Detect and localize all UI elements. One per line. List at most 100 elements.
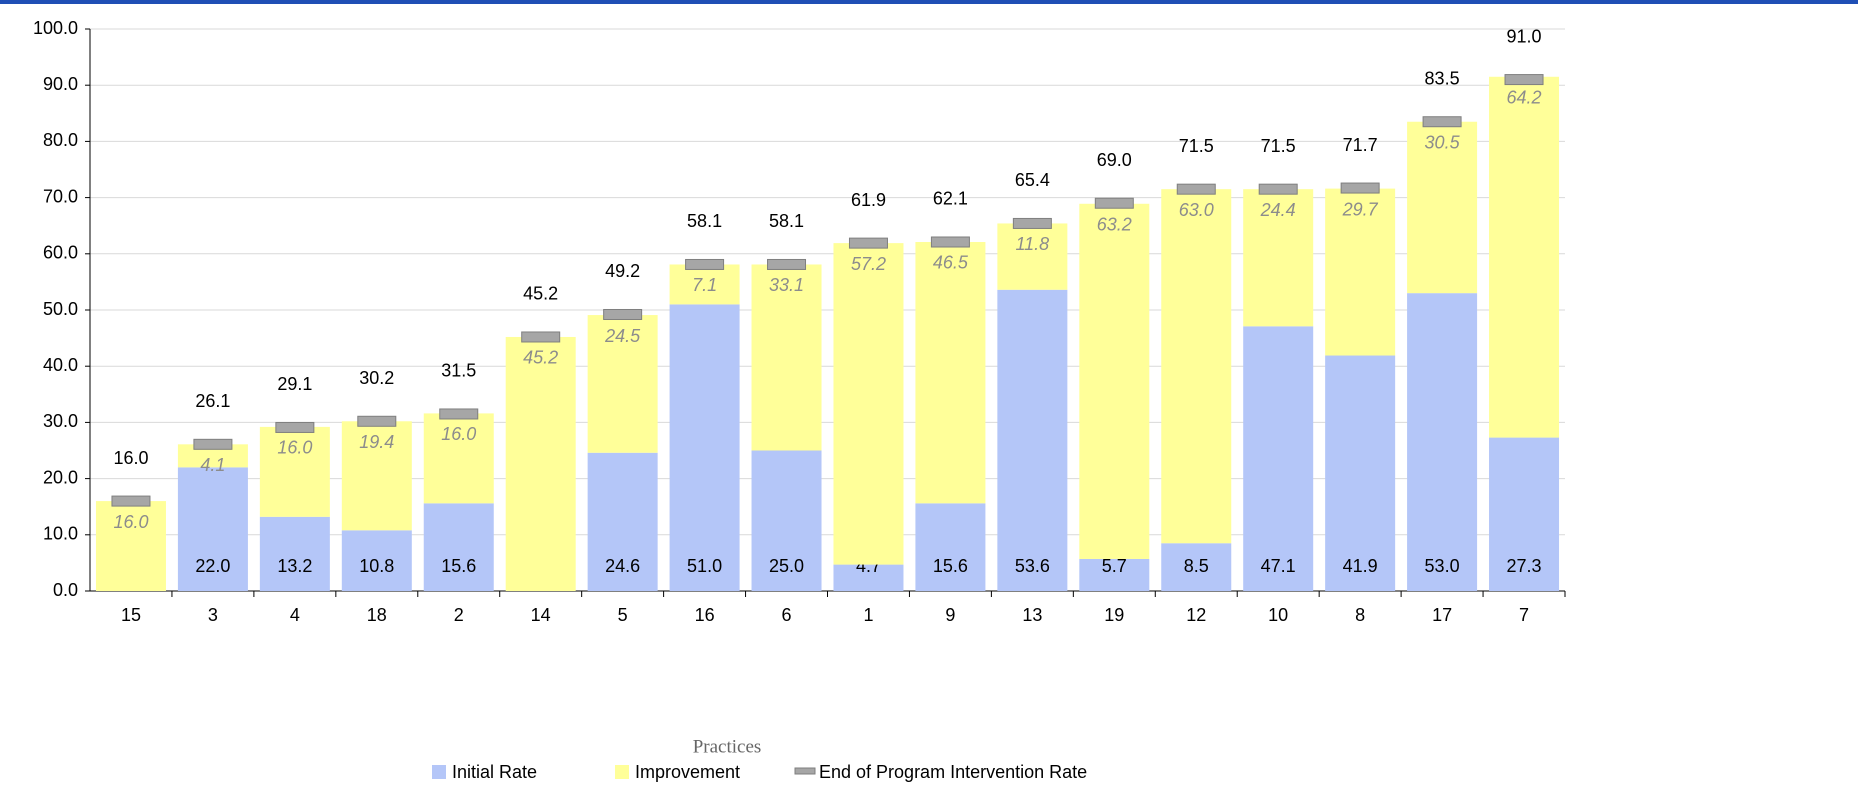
end-rate-marker bbox=[1094, 197, 1134, 209]
improvement-label: 57.2 bbox=[851, 254, 886, 274]
top-band bbox=[0, 0, 1858, 4]
bar-segment bbox=[997, 289, 1068, 591]
improvement-label: 16.0 bbox=[277, 438, 312, 458]
bar-segment bbox=[1079, 558, 1150, 591]
improvement-label: 11.8 bbox=[1016, 234, 1050, 254]
end-rate-marker bbox=[193, 438, 233, 450]
x-tick-label: 13 bbox=[1022, 605, 1042, 625]
x-tick-label: 19 bbox=[1104, 605, 1124, 625]
end-rate-marker bbox=[1176, 183, 1216, 195]
bar-segment bbox=[751, 264, 822, 451]
initial-label: 25.0 bbox=[769, 556, 804, 576]
bar-segment bbox=[259, 516, 330, 591]
improvement-label: 33.1 bbox=[769, 275, 804, 295]
end-rate-marker bbox=[1258, 183, 1298, 195]
initial-label: 47.1 bbox=[1261, 556, 1296, 576]
y-tick-label: 40.0 bbox=[43, 355, 78, 375]
x-tick-label: 16 bbox=[695, 605, 715, 625]
bar-segment bbox=[997, 223, 1068, 290]
y-tick-label: 50.0 bbox=[43, 299, 78, 319]
x-tick-label: 2 bbox=[454, 605, 464, 625]
y-tick-label: 20.0 bbox=[43, 467, 78, 487]
end-rate-marker bbox=[357, 415, 397, 427]
end-rate-label: 30.2 bbox=[359, 368, 394, 388]
end-rate-marker bbox=[767, 258, 807, 270]
initial-label: 13.2 bbox=[277, 556, 312, 576]
end-rate-label: 71.7 bbox=[1343, 135, 1378, 155]
improvement-label: 4.1 bbox=[200, 455, 225, 475]
initial-label: 27.3 bbox=[1507, 556, 1542, 576]
bar-segment bbox=[1325, 355, 1396, 591]
improvement-label: 16.0 bbox=[113, 512, 148, 532]
y-tick-label: 70.0 bbox=[43, 186, 78, 206]
bar-segment bbox=[669, 304, 740, 591]
end-rate-marker bbox=[1504, 74, 1544, 86]
end-rate-marker bbox=[603, 308, 643, 320]
legend-swatch bbox=[432, 765, 446, 779]
x-axis-label: Practices bbox=[693, 736, 762, 757]
bar-segment bbox=[505, 336, 576, 591]
end-rate-label: 31.5 bbox=[441, 361, 476, 381]
initial-label: 8.5 bbox=[1184, 556, 1209, 576]
end-rate-marker bbox=[521, 331, 561, 343]
x-tick-label: 6 bbox=[782, 605, 792, 625]
bar-segment bbox=[341, 421, 412, 531]
end-rate-label: 91.0 bbox=[1507, 26, 1542, 46]
end-rate-marker bbox=[275, 421, 315, 433]
improvement-label: 24.4 bbox=[1260, 200, 1296, 220]
end-rate-label: 45.2 bbox=[523, 284, 558, 304]
legend-label: Improvement bbox=[635, 762, 740, 782]
x-tick-label: 7 bbox=[1519, 605, 1529, 625]
end-rate-marker bbox=[1012, 217, 1052, 229]
x-tick-label: 4 bbox=[290, 605, 300, 625]
x-tick-label: 8 bbox=[1355, 605, 1365, 625]
y-tick-label: 100.0 bbox=[33, 18, 78, 38]
improvement-label: 7.1 bbox=[692, 275, 717, 295]
bar-segment bbox=[1489, 437, 1560, 591]
bar-segment bbox=[1243, 326, 1314, 591]
end-rate-label: 69.0 bbox=[1097, 150, 1132, 170]
bar-segment bbox=[1489, 76, 1560, 438]
end-rate-label: 65.4 bbox=[1015, 170, 1050, 190]
initial-label: 22.0 bbox=[195, 556, 230, 576]
legend-swatch bbox=[615, 765, 629, 779]
end-rate-marker bbox=[848, 237, 888, 249]
bar-segment bbox=[833, 243, 904, 565]
bar-segment bbox=[423, 413, 494, 504]
bar-segment bbox=[1407, 293, 1478, 591]
bar-segment bbox=[259, 426, 330, 517]
initial-label: 15.6 bbox=[933, 556, 968, 576]
end-rate-label: 71.5 bbox=[1261, 136, 1296, 156]
x-tick-label: 18 bbox=[367, 605, 387, 625]
improvement-label: 64.2 bbox=[1507, 88, 1542, 108]
initial-label: 5.7 bbox=[1102, 556, 1127, 576]
end-rate-marker bbox=[439, 408, 479, 420]
legend-swatch bbox=[794, 767, 816, 775]
bar-segment bbox=[1325, 188, 1396, 356]
legend-label: Initial Rate bbox=[452, 762, 537, 782]
improvement-label: 29.7 bbox=[1342, 199, 1379, 219]
x-tick-label: 9 bbox=[945, 605, 955, 625]
initial-label: 24.6 bbox=[605, 556, 640, 576]
end-rate-label: 71.5 bbox=[1179, 136, 1214, 156]
end-rate-marker bbox=[930, 236, 970, 248]
improvement-label: 63.0 bbox=[1179, 200, 1214, 220]
x-tick-label: 14 bbox=[531, 605, 551, 625]
x-tick-label: 15 bbox=[121, 605, 141, 625]
improvement-label: 24.5 bbox=[604, 326, 641, 346]
x-tick-label: 5 bbox=[618, 605, 628, 625]
bar-segment bbox=[587, 315, 658, 453]
initial-label: 51.0 bbox=[687, 556, 722, 576]
y-tick-label: 0.0 bbox=[53, 580, 78, 600]
improvement-label: 30.5 bbox=[1425, 132, 1461, 152]
y-tick-label: 80.0 bbox=[43, 130, 78, 150]
y-tick-label: 90.0 bbox=[43, 74, 78, 94]
x-tick-label: 12 bbox=[1186, 605, 1206, 625]
bar-segment bbox=[587, 452, 658, 591]
bar-segment bbox=[341, 530, 412, 591]
bar-segment bbox=[177, 444, 248, 468]
bar-segment bbox=[915, 241, 986, 504]
end-rate-label: 58.1 bbox=[769, 211, 804, 231]
